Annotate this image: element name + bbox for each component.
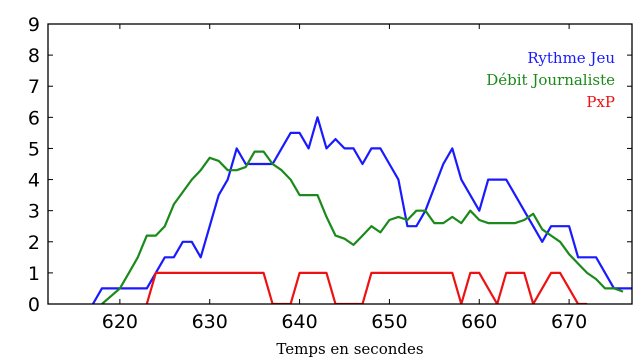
series-line-2	[145, 271, 588, 304]
plot-area	[47, 23, 633, 305]
legend-entry-1: Débit Journaliste	[486, 71, 615, 89]
x-tick-label: 630	[192, 311, 228, 333]
x-tick-label: 650	[371, 311, 407, 333]
y-tick-label: 9	[28, 14, 40, 36]
legend: Rythme Jeu Débit Journaliste PxP	[486, 49, 615, 111]
series-line-1	[101, 150, 624, 304]
y-tick-label: 5	[28, 138, 40, 160]
x-axis-label: Temps en secondes	[276, 340, 423, 358]
y-tick-label: 0	[28, 294, 40, 316]
y-tick-label: 1	[28, 263, 40, 285]
x-tick-label: 670	[551, 311, 587, 333]
y-tick-label: 8	[28, 45, 40, 67]
x-axis: 620 630 640 650 660 670	[102, 24, 587, 333]
series-line-0	[91, 116, 632, 304]
x-tick-label: 640	[281, 311, 317, 333]
y-tick-label: 4	[28, 170, 40, 192]
series-layer	[91, 116, 632, 304]
x-tick-label: 660	[461, 311, 497, 333]
y-tick-label: 7	[28, 76, 40, 98]
legend-entry-2: PxP	[586, 93, 615, 111]
legend-entry-0: Rythme Jeu	[527, 49, 615, 67]
y-tick-label: 2	[28, 232, 40, 254]
y-tick-label: 3	[28, 201, 40, 223]
plot-frame	[47, 23, 633, 305]
x-tick-label: 620	[102, 311, 138, 333]
y-axis: 0 1 2 3 4 5 6 7 8 9	[28, 14, 632, 316]
y-tick-label: 6	[28, 107, 40, 129]
